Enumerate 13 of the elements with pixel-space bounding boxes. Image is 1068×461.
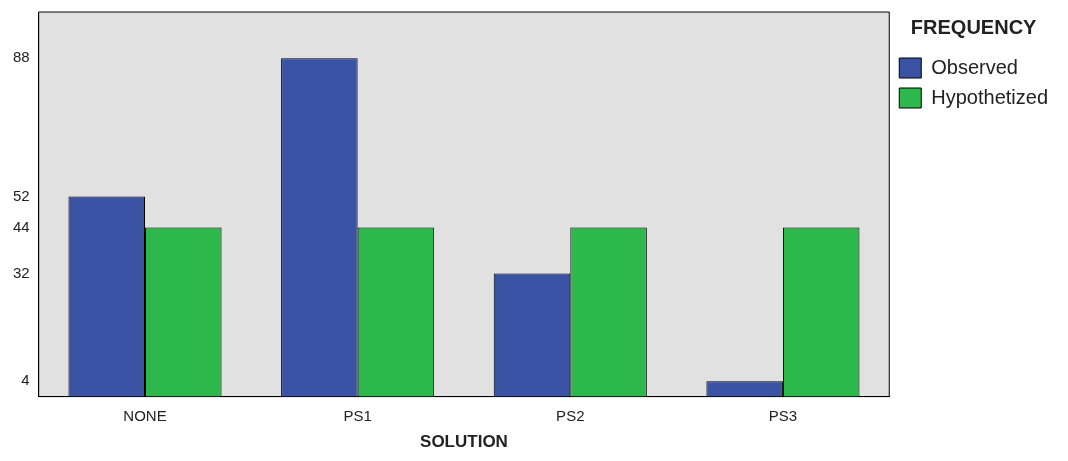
- legend-label: Hypothetized: [931, 85, 1049, 108]
- x-axis-title: SOLUTION: [420, 432, 508, 452]
- x-tick-label: PS1: [343, 406, 372, 424]
- legend-label: Observed: [931, 55, 1018, 78]
- y-tick-label: 4: [21, 371, 30, 389]
- y-tick-label: 88: [13, 48, 30, 66]
- x-tick-label: NONE: [123, 406, 167, 424]
- x-tick-label: PS3: [768, 406, 798, 424]
- y-tick-label: 32: [13, 263, 30, 281]
- y-tick-label: 52: [13, 186, 30, 204]
- legend-title: FREQUENCY: [910, 15, 1038, 38]
- y-tick-label: 44: [13, 217, 30, 235]
- x-tick-label: PS2: [556, 406, 585, 424]
